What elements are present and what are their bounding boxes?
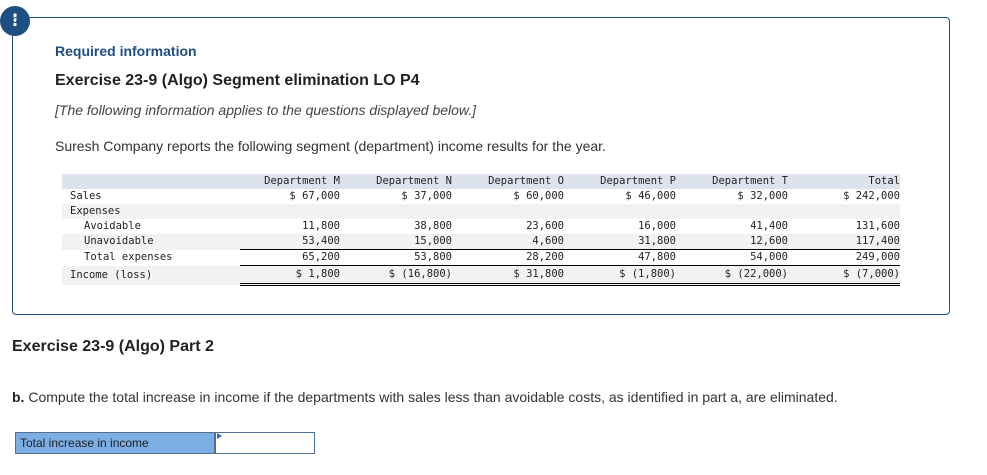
table-row-unavoidable: Unavoidable 53,400 15,000 4,600 31,800 1…	[62, 234, 900, 250]
cell: $ 1,800	[240, 265, 340, 286]
cell: 12,600	[676, 234, 788, 250]
header-dept-n: Department N	[340, 174, 452, 189]
header-total: Total	[788, 174, 900, 189]
question-body: Compute the total increase in income if …	[24, 389, 838, 405]
cell: $ (16,800)	[340, 265, 452, 286]
cell: 23,600	[526, 220, 564, 232]
table-row-income: Income (loss) $ 1,800 $ (16,800) $ 31,80…	[62, 265, 900, 286]
cell: $ 37,000	[401, 190, 452, 202]
header-blank	[62, 174, 240, 189]
cell: $ 31,800	[452, 265, 564, 286]
cell: 131,600	[855, 220, 900, 232]
cell: 41,400	[750, 220, 788, 232]
answer-field-wrapper	[215, 432, 315, 454]
cell: 11,800	[302, 220, 340, 232]
header-dept-t: Department T	[676, 174, 788, 189]
row-label: Sales	[70, 190, 102, 202]
cell: $ 242,000	[843, 190, 900, 202]
required-information-panel	[12, 17, 950, 315]
table-row-avoidable: Avoidable 11,800 38,800 23,600 16,000 41…	[62, 219, 900, 234]
segment-income-table: Department M Department N Department O D…	[62, 174, 900, 286]
cell: 31,800	[564, 234, 676, 250]
answer-label: Total increase in income	[15, 432, 215, 454]
row-label: Avoidable	[84, 220, 141, 232]
cell: 16,000	[638, 220, 676, 232]
question-text: b. Compute the total increase in income …	[12, 389, 838, 405]
header-dept-m: Department M	[240, 174, 340, 189]
cell: $ 32,000	[737, 190, 788, 202]
intro-text: Suresh Company reports the following seg…	[55, 138, 606, 154]
cell: 47,800	[564, 249, 676, 266]
row-label: Total expenses	[84, 251, 173, 263]
table-row-sales: Sales $ 67,000 $ 37,000 $ 60,000 $ 46,00…	[62, 189, 900, 204]
total-increase-input[interactable]	[215, 432, 315, 454]
cell: $ 46,000	[625, 190, 676, 202]
cell: $ (7,000)	[788, 265, 900, 286]
header-dept-o: Department O	[452, 174, 564, 189]
exclamation-icon: !	[0, 6, 30, 36]
cell: 53,400	[240, 234, 340, 250]
required-information-label: Required information	[55, 43, 197, 59]
cell: 38,800	[414, 220, 452, 232]
table-header-row: Department M Department N Department O D…	[62, 174, 900, 189]
cell: 53,800	[340, 249, 452, 266]
question-prefix: b.	[12, 389, 25, 405]
row-label: Unavoidable	[62, 234, 240, 250]
exercise-title: Exercise 23-9 (Algo) Segment elimination…	[55, 72, 420, 89]
applies-note: [The following information applies to th…	[55, 102, 477, 118]
header-dept-p: Department P	[564, 174, 676, 189]
input-flag-icon	[217, 433, 222, 439]
answer-row: Total increase in income	[15, 432, 315, 454]
row-label: Income (loss)	[62, 265, 240, 285]
cell: 249,000	[788, 249, 900, 266]
cell: 15,000	[340, 234, 452, 250]
cell: 65,200	[240, 249, 340, 266]
cell: $ 67,000	[289, 190, 340, 202]
cell: $ (1,800)	[564, 265, 676, 286]
cell: 54,000	[676, 249, 788, 266]
cell: 117,400	[788, 234, 900, 250]
part-2-title: Exercise 23-9 (Algo) Part 2	[12, 338, 214, 355]
table-row-total-expenses: Total expenses 65,200 53,800 28,200 47,8…	[62, 249, 900, 266]
table-row-expenses: Expenses	[62, 204, 900, 219]
row-label: Expenses	[62, 204, 240, 219]
cell: 28,200	[452, 249, 564, 266]
cell: 4,600	[452, 234, 564, 250]
cell: $ (22,000)	[676, 265, 788, 286]
cell: $ 60,000	[513, 190, 564, 202]
